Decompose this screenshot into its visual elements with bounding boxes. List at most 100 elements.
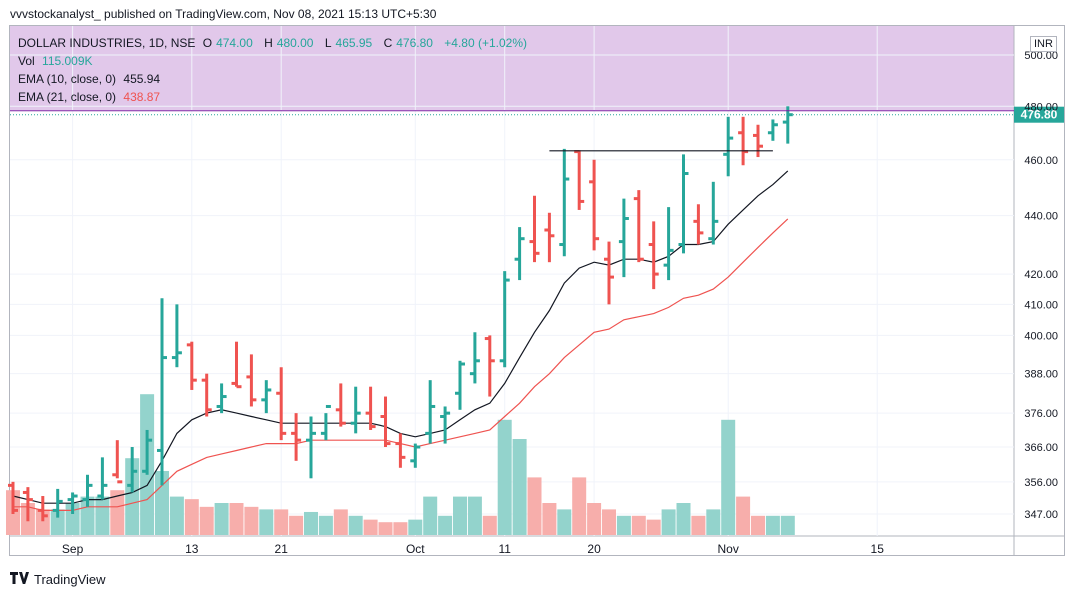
ohlc-bar (484, 335, 495, 397)
time-tick-label: 20 (587, 542, 601, 556)
price-tick-label: 420.00 (1024, 269, 1058, 281)
ohlc-bar (678, 154, 689, 254)
time-tick-label: 13 (185, 542, 199, 556)
price-tick-label: 500.00 (1024, 50, 1058, 62)
ohlc-bar (544, 212, 555, 263)
ohlc-bar (142, 429, 153, 475)
volume-bar (110, 490, 125, 535)
volume-bar (363, 519, 378, 535)
ohlc-bar (216, 383, 227, 414)
ohlc-bar (231, 341, 242, 389)
ohlc-bar (82, 474, 93, 507)
time-tick-label: 15 (871, 542, 885, 556)
ohlc-bar (157, 298, 167, 486)
volume-bar (408, 519, 423, 535)
ohlc-bar (753, 124, 763, 158)
volume-bar (482, 515, 497, 535)
volume-bar (453, 496, 467, 535)
ohlc-bar (723, 116, 734, 177)
ohlc-bar (663, 207, 674, 281)
volume-value: 115.009K (42, 54, 93, 68)
price-tick-label: 376.00 (1024, 408, 1058, 420)
ohlc-bar (425, 380, 436, 444)
ohlc-bar (276, 367, 287, 441)
ohlc-bar (574, 150, 585, 210)
price-tick-label: 356.00 (1024, 477, 1058, 489)
time-tick-label: Nov (718, 542, 739, 556)
volume-bar (348, 515, 363, 535)
volume-bar (244, 506, 259, 535)
volume-bar (616, 515, 631, 535)
ohlc-bar (97, 457, 108, 500)
legend-symbol: DOLLAR INDUSTRIES, 1D, NSE (18, 36, 196, 50)
price-tick-label: 410.00 (1024, 299, 1058, 311)
volume-bar (676, 503, 691, 535)
legend-ema21-row: EMA (21, close, 0) 438.87 (18, 88, 531, 106)
volume-bar (572, 477, 587, 535)
ohlc-bar (380, 396, 391, 448)
volume-bar (691, 515, 706, 535)
open-label: O (202, 36, 213, 50)
ohlc-bar (365, 386, 376, 430)
volume-bar (50, 509, 65, 535)
ohlc-bar (201, 373, 212, 417)
legend-background (10, 26, 1014, 110)
volume-bar (602, 509, 616, 535)
ohlc-bar (648, 221, 659, 290)
ohlc-bar (514, 227, 525, 281)
ohlc-bar (67, 492, 78, 514)
volume-bar (661, 509, 676, 535)
time-tick-label: Sep (62, 542, 84, 556)
ohlc-bar (52, 488, 63, 518)
volume-bar (214, 503, 229, 535)
low-label: L (324, 36, 332, 50)
ohlc-bar (440, 406, 451, 444)
volume-bar (289, 515, 304, 535)
close-label: C (383, 36, 393, 50)
volume-bar (274, 509, 289, 535)
ohlc-bar (350, 386, 361, 434)
volume-bar (155, 471, 169, 535)
volume-bar (304, 511, 318, 535)
chart-pane[interactable] (9, 25, 1065, 556)
time-tick-label: 11 (498, 542, 511, 556)
time-tick-label: Oct (406, 542, 425, 556)
legend-ema10-row: EMA (10, close, 0) 455.94 (18, 70, 531, 88)
volume-bar (199, 506, 214, 535)
footer-branding[interactable]: TradingView (10, 572, 106, 587)
volume-bar (587, 503, 602, 535)
volume-bar (631, 515, 646, 535)
volume-bar (557, 509, 572, 535)
close-value: 476.80 (396, 36, 433, 50)
ohlc-bar (455, 360, 465, 410)
high-value: 480.00 (276, 36, 314, 50)
ohlc-bar (306, 416, 316, 479)
ohlc-bar (738, 116, 749, 166)
ohlc-bar (335, 383, 346, 427)
last-price-label: 476.80 (1021, 108, 1058, 122)
currency-label[interactable]: INR (1030, 36, 1057, 52)
ema21-label: EMA (21, close, 0) (18, 90, 117, 104)
volume-bar (318, 515, 333, 535)
volume-bar (646, 519, 661, 535)
ohlc-bar (320, 404, 331, 441)
published-info: vvvstockanalyst_ published on TradingVie… (10, 7, 437, 21)
ohlc-bar (633, 190, 644, 263)
ohlc-bar (708, 181, 719, 245)
ohlc-bar (395, 433, 406, 468)
ohlc-bar (171, 304, 182, 368)
ohlc-bar (589, 159, 600, 251)
time-tick-label: 21 (275, 542, 289, 556)
chart-legend: DOLLAR INDUSTRIES, 1D, NSE O 474.00 H 480.… (18, 34, 531, 106)
change-value: +4.80 (+1.02%) (444, 36, 528, 50)
ohlc-bar (604, 241, 614, 305)
ohlc-bar (693, 204, 704, 245)
volume-bar (512, 439, 527, 535)
ohlc-bar (410, 443, 421, 468)
price-tick-label: 440.00 (1024, 211, 1058, 223)
ohlc-bar (767, 119, 778, 141)
volume-bar (467, 496, 482, 535)
ohlc-bar (8, 481, 18, 514)
price-tick-label: 388.00 (1024, 369, 1058, 381)
volume-bar (229, 503, 244, 535)
